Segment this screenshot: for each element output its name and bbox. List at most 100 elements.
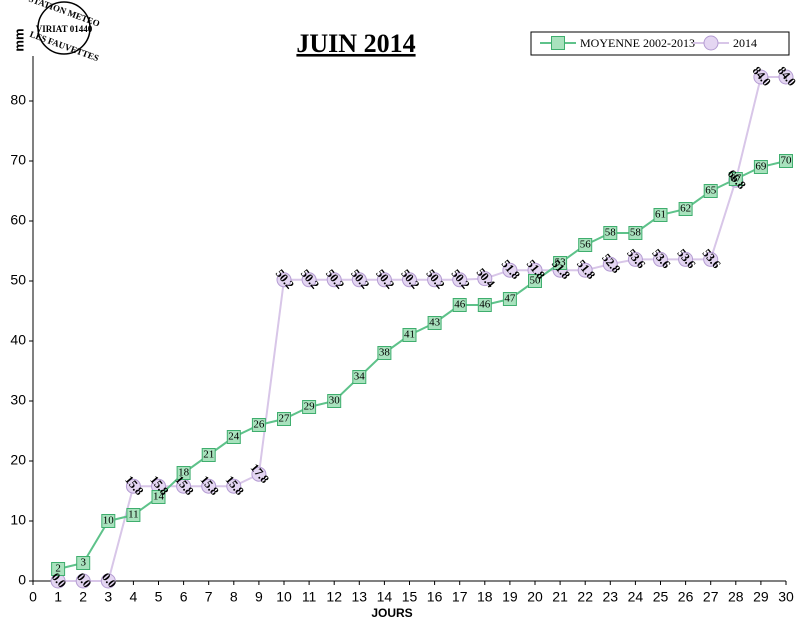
data-label: 50 — [530, 275, 542, 287]
x-tick-label: 30 — [778, 589, 794, 605]
point — [351, 272, 367, 288]
x-tick-label: 17 — [452, 589, 468, 605]
data-label: 11 — [128, 509, 139, 521]
point — [452, 298, 467, 312]
data-label: 46 — [479, 299, 491, 311]
point — [76, 556, 91, 570]
data-label: 50.4 — [474, 265, 498, 290]
data-label: 53.6 — [674, 246, 698, 271]
x-tick-label: 5 — [155, 589, 163, 605]
point — [427, 272, 443, 288]
data-label: 56 — [580, 239, 592, 251]
point — [302, 400, 317, 414]
point — [276, 272, 292, 288]
legend-marker — [703, 35, 719, 51]
point — [528, 274, 542, 288]
data-label: 27 — [279, 413, 291, 425]
data-label: 53.6 — [700, 246, 724, 271]
point — [427, 316, 442, 330]
x-axis-label: JOURS — [371, 606, 412, 620]
x-tick-label: 24 — [628, 589, 644, 605]
y-tick-label: 20 — [10, 452, 26, 468]
point — [126, 508, 141, 522]
data-label: 21 — [203, 449, 214, 461]
x-tick-label: 27 — [703, 589, 719, 605]
x-tick-label: 28 — [728, 589, 744, 605]
data-label: 58 — [605, 227, 617, 239]
point — [628, 226, 643, 240]
series-line — [57, 160, 787, 570]
point — [602, 256, 618, 272]
point — [176, 466, 191, 480]
data-label: 84.0 — [750, 64, 774, 89]
x-tick-label: 19 — [502, 589, 518, 605]
data-label: 50.2 — [423, 266, 447, 291]
point — [201, 478, 217, 494]
point — [553, 256, 568, 270]
data-label: 47 — [504, 293, 516, 305]
point — [101, 514, 116, 528]
point — [627, 251, 643, 267]
data-label: 69 — [755, 161, 767, 173]
x-tick-label: 13 — [352, 589, 368, 605]
x-tick-label: 10 — [276, 589, 292, 605]
point — [477, 271, 493, 287]
data-label: 84.0 — [775, 64, 799, 89]
x-tick-label: 25 — [653, 589, 669, 605]
data-label: 15.8 — [122, 473, 146, 498]
data-label: 17.8 — [248, 461, 272, 486]
data-label: 50.2 — [373, 266, 397, 291]
data-label: 50.2 — [398, 266, 422, 291]
data-label: 65 — [705, 185, 717, 197]
x-tick-label: 23 — [603, 589, 619, 605]
point — [376, 272, 392, 288]
data-label: 38 — [379, 347, 391, 359]
point — [201, 448, 216, 462]
y-tick-label: 60 — [10, 212, 26, 228]
data-label: 34 — [354, 371, 366, 383]
legend-box — [530, 31, 790, 56]
x-tick-label: 9 — [255, 589, 263, 605]
point — [577, 262, 593, 278]
legend-item: MOYENNE 2002-2013 — [540, 36, 695, 50]
data-label: 50.2 — [323, 266, 347, 291]
x-tick-label: 7 — [205, 589, 213, 605]
point — [753, 69, 769, 85]
data-label: 0.0 — [99, 570, 119, 590]
point — [753, 160, 768, 174]
data-label: 14 — [153, 491, 165, 503]
point — [377, 346, 392, 360]
point — [678, 251, 694, 267]
x-tick-label: 21 — [552, 589, 568, 605]
data-label: 2 — [55, 563, 61, 575]
point — [452, 272, 468, 288]
point — [301, 272, 317, 288]
point — [678, 202, 693, 216]
legend-item: 2014 — [693, 35, 757, 51]
point — [728, 172, 743, 186]
point — [578, 238, 593, 252]
point — [703, 184, 718, 198]
y-tick-label: 30 — [10, 392, 26, 408]
data-label: 51.8 — [574, 257, 598, 282]
point — [226, 430, 241, 444]
data-label: 15.8 — [198, 473, 222, 498]
data-label: 26 — [253, 419, 265, 431]
legend-marker — [551, 36, 565, 50]
point — [703, 251, 719, 267]
data-label: 10 — [103, 515, 115, 527]
x-tick-label: 4 — [130, 589, 138, 605]
x-tick-label: 15 — [402, 589, 418, 605]
data-label: 51.8 — [499, 257, 523, 282]
point — [327, 394, 342, 408]
x-tick-label: 22 — [577, 589, 593, 605]
point — [402, 328, 417, 342]
data-label: 53.6 — [649, 246, 673, 271]
data-label: 50.2 — [348, 266, 372, 291]
legend-label: 2014 — [733, 36, 757, 50]
data-label: 46 — [454, 299, 466, 311]
data-label: 53 — [555, 257, 567, 269]
x-tick-label: 16 — [427, 589, 443, 605]
y-tick-label: 10 — [10, 512, 26, 528]
